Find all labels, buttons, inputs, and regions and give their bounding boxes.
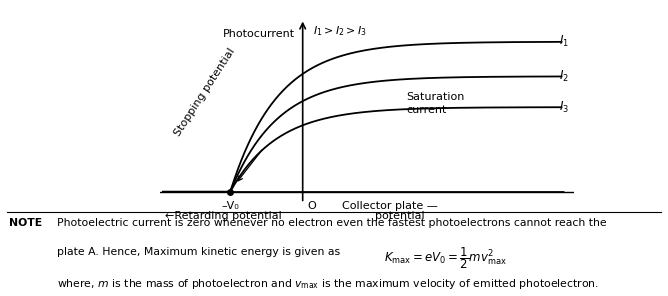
Text: Photocurrent: Photocurrent	[223, 29, 295, 39]
Text: potential: potential	[375, 211, 425, 221]
Text: O: O	[308, 201, 317, 211]
Text: $K_{\rm max}=eV_0=\dfrac{1}{2}mv_{\rm max}^2$: $K_{\rm max}=eV_0=\dfrac{1}{2}mv_{\rm ma…	[384, 245, 507, 271]
Text: plate A. Hence, Maximum kinetic energy is given as: plate A. Hence, Maximum kinetic energy i…	[57, 247, 347, 257]
Text: $I_1>I_2>I_3$: $I_1>I_2>I_3$	[313, 25, 367, 38]
Text: $I_2$: $I_2$	[559, 69, 569, 84]
Text: Photoelectric current is zero whenever no electron even the fastest photoelectro: Photoelectric current is zero whenever n…	[57, 218, 607, 229]
Text: $I_1$: $I_1$	[559, 34, 569, 49]
Text: Stopping potential: Stopping potential	[172, 46, 236, 138]
Text: NOTE: NOTE	[9, 218, 42, 229]
Text: ←Retarding potential: ←Retarding potential	[166, 211, 283, 221]
Text: –V₀: –V₀	[221, 201, 239, 211]
Text: where, $m$ is the mass of photoelectron and $v_{\rm max}$ is the maximum velocit: where, $m$ is the mass of photoelectron …	[57, 277, 599, 292]
Text: Saturation
current: Saturation current	[406, 92, 465, 115]
Text: $I_3$: $I_3$	[559, 100, 569, 115]
Text: Collector plate —: Collector plate —	[341, 201, 438, 211]
